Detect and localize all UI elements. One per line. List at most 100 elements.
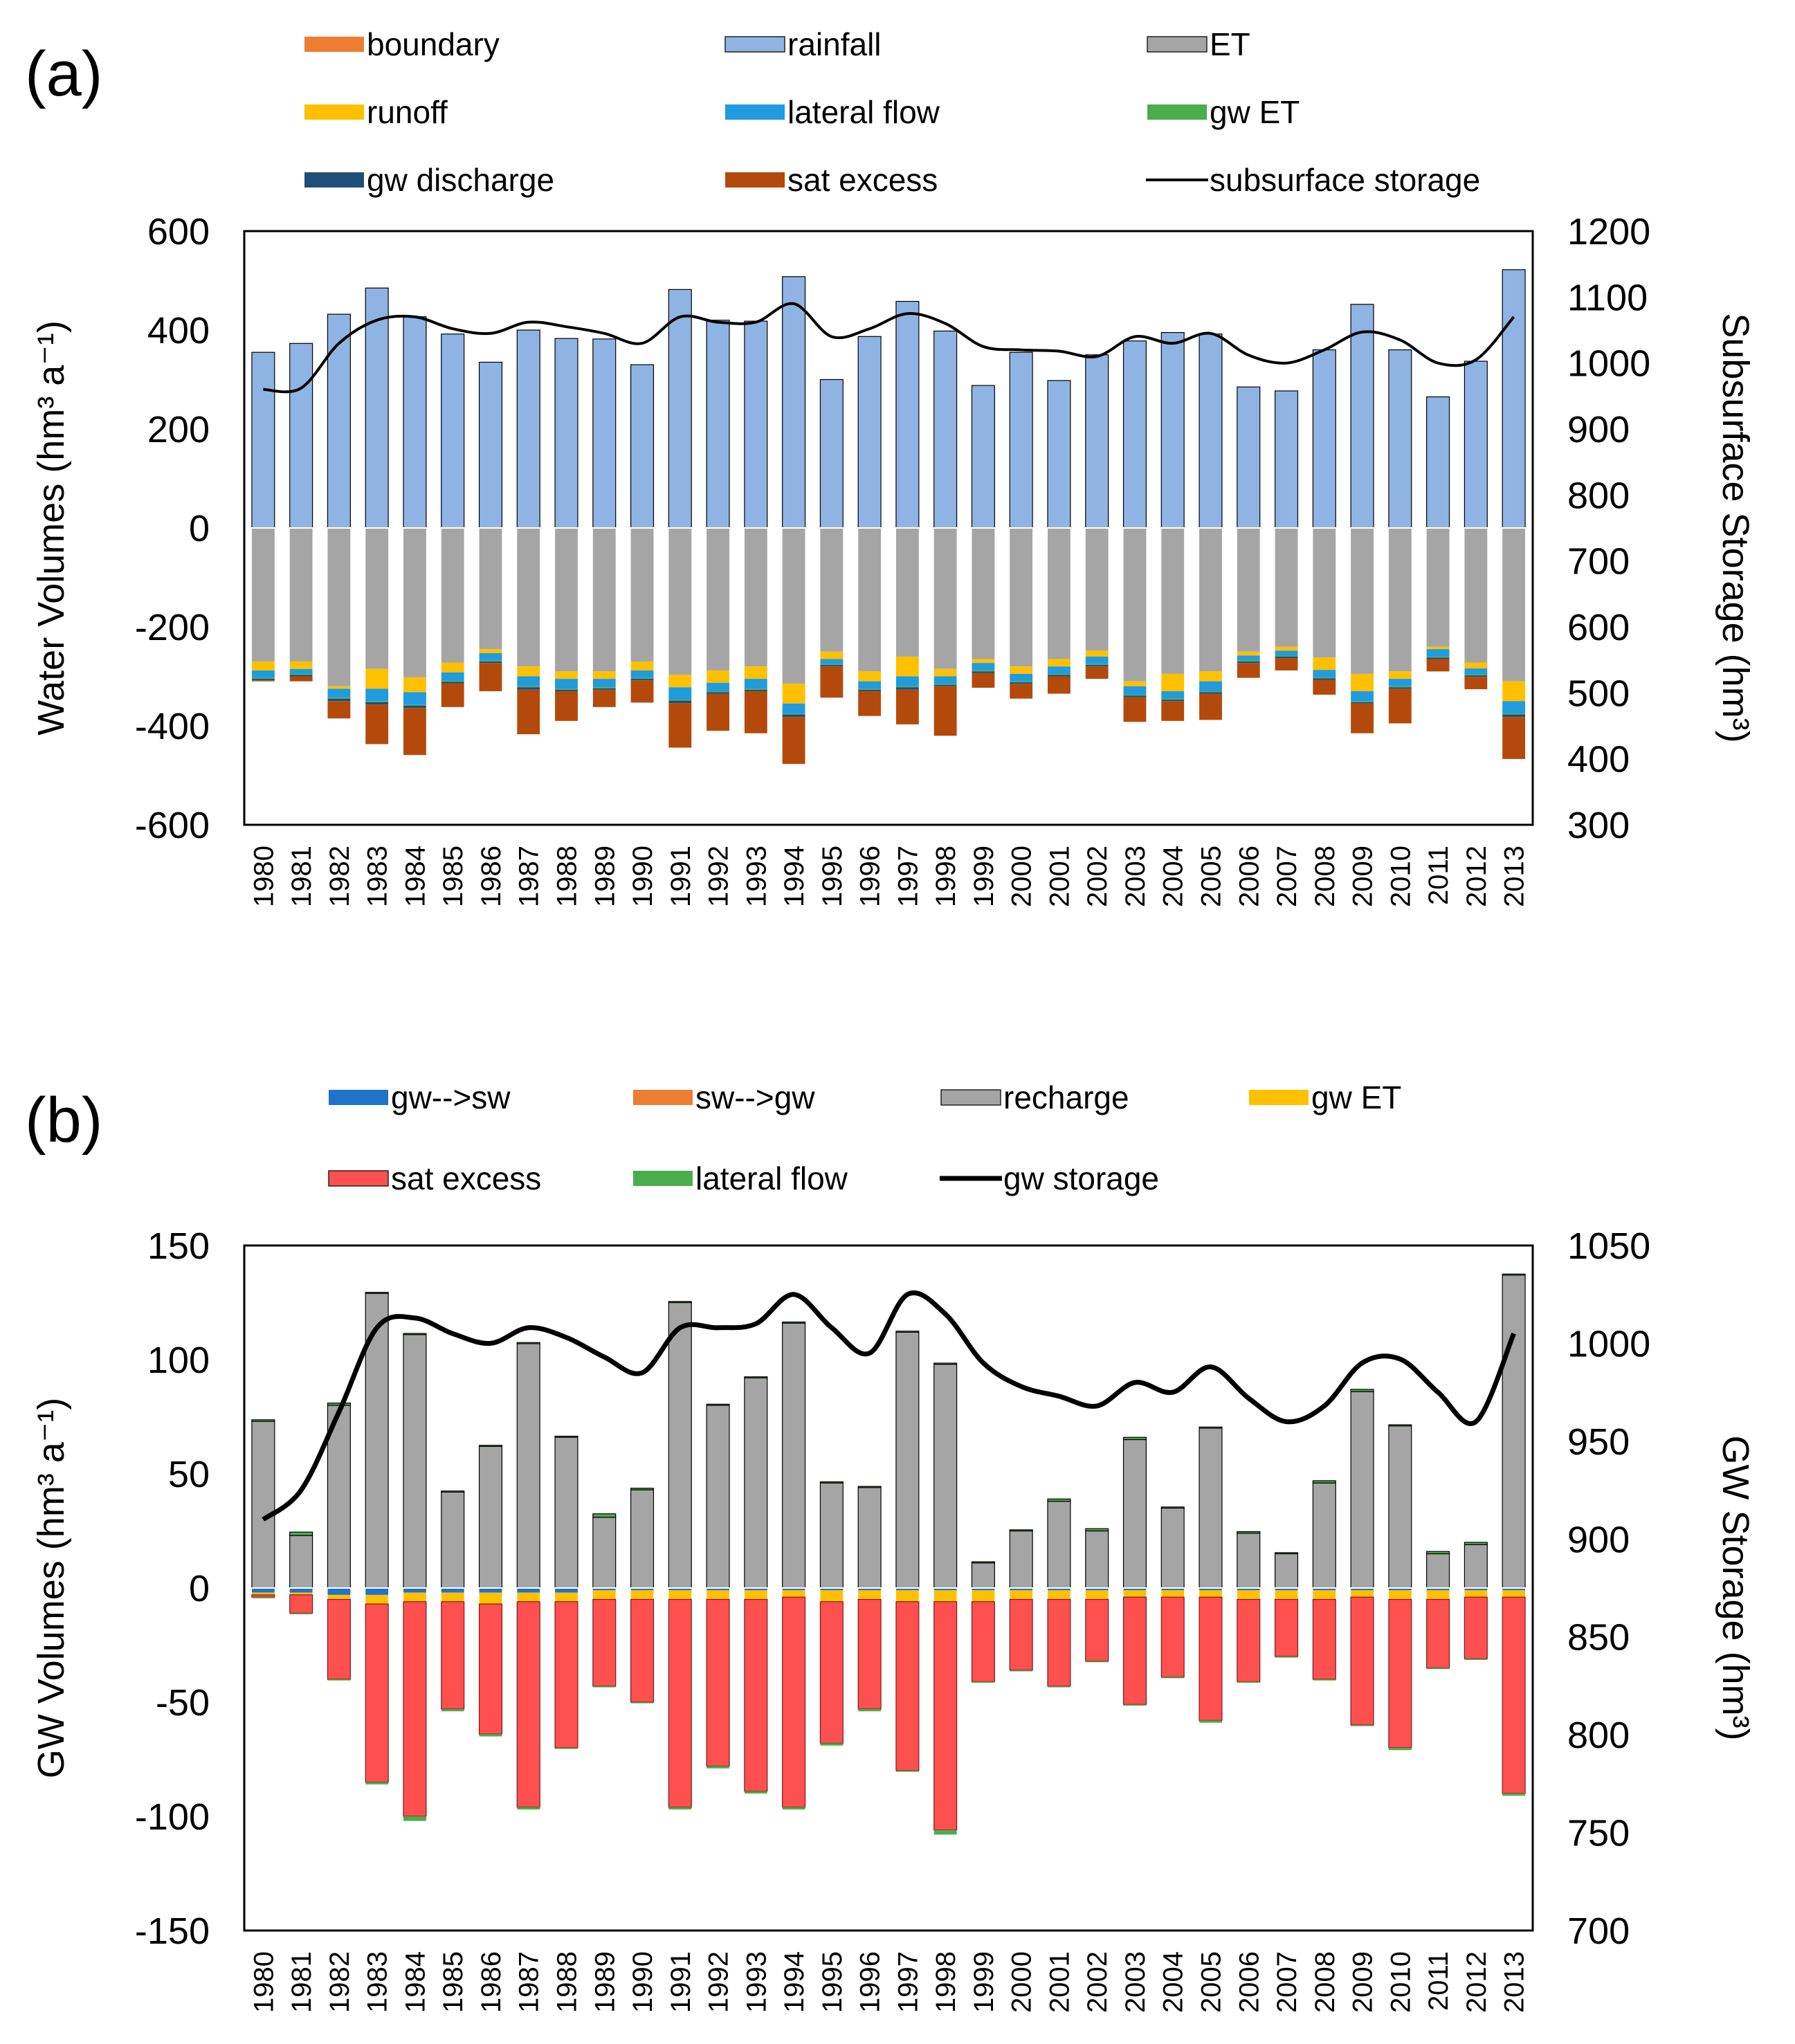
bar-recharge-1984 [403, 1334, 427, 1589]
x-tick-label-1996: 1996 [855, 846, 886, 907]
bar-gw-et-2000 [1010, 1590, 1033, 1600]
bar-lateral-flow-1981 [289, 668, 313, 674]
bar-lateral-flow-2013 [1502, 1273, 1526, 1276]
y-axis-title-b: GW Volumes (hm³ a⁻¹) [30, 1398, 72, 1779]
legend-label-lateral-flow: lateral flow [787, 94, 940, 130]
bar-recharge-1981 [289, 1535, 313, 1589]
x-tick-label-2006: 2006 [1234, 846, 1264, 907]
bar-gw-discharge-1987 [517, 687, 540, 690]
bar-gw-et-2008 [1313, 677, 1336, 679]
bar-gw-sw-2000 [1010, 1588, 1033, 1591]
y2-tick-label: 1100 [1567, 277, 1648, 318]
bar-sat-excess-1992 [706, 1598, 730, 1767]
bar-et-1983 [365, 528, 389, 669]
legend-swatch-sat-excess [725, 172, 785, 188]
bar-gw-sw-1982 [327, 1588, 351, 1595]
bar-lateral-flow-1995 [820, 659, 844, 664]
bar-sat-excess-1983 [365, 1603, 389, 1783]
bar-lateral-flow-1988 [554, 1435, 578, 1438]
bar-sat-excess-1986 [479, 663, 502, 691]
bar-recharge-2008 [1312, 1482, 1336, 1589]
bar-rainfall-2009 [1350, 304, 1374, 529]
bar-lateral-flow-2013 [1502, 1794, 1526, 1796]
bar-lateral-flow-1984 [403, 1816, 426, 1821]
x-tick-label-2002: 2002 [1082, 846, 1113, 907]
bar-lateral-flow-2009 [1350, 1389, 1374, 1392]
bar-recharge-1987 [516, 1343, 540, 1589]
x-tick-label-2008: 2008 [1310, 1951, 1340, 2013]
bar-rainfall-2008 [1312, 349, 1336, 529]
bar-et-2006 [1237, 528, 1260, 652]
bar-lateral-flow-1984 [403, 692, 426, 705]
x-ticks-b: 1980 1981 1982 1983 1984 1985 1986 1987 1988 1989… [248, 1951, 1529, 2013]
bar-lateral-flow-2008 [1313, 670, 1336, 677]
bar-sat-excess-2006 [1237, 1598, 1261, 1682]
bar-sat-excess-2010 [1388, 688, 1412, 724]
bar-runoff-1981 [289, 661, 313, 669]
bar-runoff-2013 [1502, 681, 1526, 702]
x-tick-label-1985: 1985 [438, 1951, 468, 2013]
bar-lateral-flow-2012 [1464, 1542, 1488, 1545]
bar-gw-discharge-2000 [1010, 682, 1033, 684]
bar-gw-sw-1988 [555, 1588, 578, 1593]
bar-rainfall-1987 [516, 329, 540, 529]
bar-rainfall-2012 [1464, 361, 1488, 529]
bar-recharge-2000 [1009, 1530, 1033, 1589]
bar-runoff-1985 [441, 662, 464, 673]
bar-lateral-flow-1992 [707, 1766, 729, 1769]
y-tick-label: 600 [147, 211, 210, 253]
bar-lateral-flow-2005 [1199, 1720, 1222, 1723]
bar-lateral-flow-1980 [251, 1597, 275, 1598]
x-tick-label-2009: 2009 [1348, 846, 1378, 907]
bar-runoff-1992 [707, 670, 729, 683]
bar-gw-sw-1994 [782, 1588, 805, 1591]
bar-gw-discharge-2009 [1351, 702, 1374, 704]
bar-lateral-flow-1996 [858, 1708, 882, 1712]
bar-gw-sw-2011 [1426, 1588, 1450, 1591]
bar-sat-excess-2010 [1388, 1598, 1412, 1749]
legend-label-sat-excess: sat excess [391, 1160, 541, 1196]
bar-lateral-flow-1996 [858, 681, 882, 689]
panel-a: (a) boundary rainfall ET runoff lateral flow… [25, 26, 1756, 907]
legend-label-gw-storage: gw storage [1003, 1160, 1159, 1196]
bar-lateral-flow-1998 [933, 676, 957, 684]
bar-rainfall-1990 [630, 364, 655, 529]
bar-sat-excess-1994 [782, 717, 805, 765]
bar-lateral-flow-1994 [782, 1807, 805, 1810]
bar-gw-et-2007 [1275, 655, 1298, 657]
bar-sat-excess-2013 [1502, 1596, 1526, 1794]
x-tick-label-1988: 1988 [552, 846, 583, 907]
bar-gw-et-1985 [441, 680, 464, 682]
bar-rainfall-1984 [403, 316, 427, 529]
bar-gw-sw-1996 [858, 1588, 882, 1591]
bar-runoff-1997 [895, 656, 919, 677]
x-tick-label-1998: 1998 [931, 846, 961, 907]
bar-sat-excess-2007 [1274, 1598, 1299, 1657]
bar-sat-excess-2000 [1009, 1598, 1033, 1671]
bar-gw-et-2002 [1085, 1590, 1109, 1600]
bar-runoff-2007 [1275, 646, 1298, 651]
bar-lateral-flow-2008 [1312, 1480, 1336, 1484]
bar-et-1985 [441, 528, 464, 663]
bar-sat-excess-2006 [1237, 663, 1260, 678]
bar-gw-et-2004 [1161, 698, 1185, 700]
x-tick-label-1984: 1984 [400, 846, 430, 907]
y2-ticks-b: 1050 1000 950 900 850 800 750 700 [1567, 1225, 1650, 1952]
bar-recharge-1998 [933, 1363, 958, 1589]
bar-gw-sw-1998 [933, 1588, 957, 1591]
bar-rainfall-1980 [251, 352, 275, 529]
bar-lateral-flow-1988 [555, 1748, 578, 1749]
bar-sat-excess-2003 [1122, 1596, 1147, 1705]
bar-runoff-1993 [744, 666, 767, 679]
bar-rainfall-1989 [592, 338, 617, 529]
x-tick-label-1993: 1993 [741, 1951, 772, 2013]
bar-runoff-2000 [1010, 666, 1033, 674]
bar-et-2000 [1010, 528, 1033, 667]
bar-rainfall-2004 [1160, 331, 1185, 529]
bar-rainfall-1998 [933, 330, 958, 529]
x-tick-label-2005: 2005 [1196, 846, 1227, 907]
bar-gw-et-1986 [479, 1592, 502, 1605]
bar-sat-excess-1984 [403, 1601, 427, 1817]
bar-et-1994 [782, 528, 805, 684]
